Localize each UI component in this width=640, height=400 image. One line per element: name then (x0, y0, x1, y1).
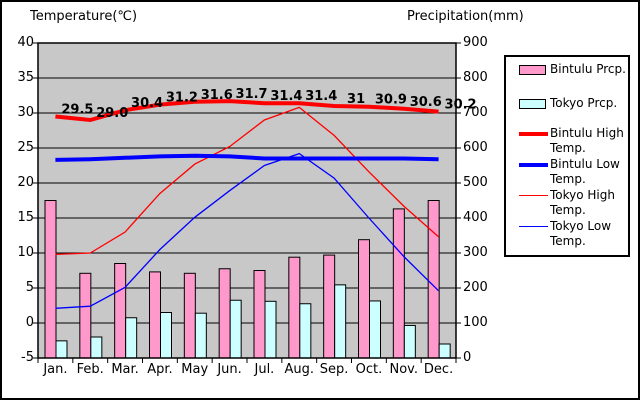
left-axis-tick-label: 35 (17, 70, 34, 85)
legend-swatch-icon (506, 96, 550, 111)
bar-bintulu-prcp- (183, 272, 196, 359)
legend-line-icon (506, 188, 550, 203)
bar-bintulu-prcp- (79, 272, 92, 359)
line-bintulu-low-temp- (55, 153, 439, 162)
data-label: 29.5 (61, 103, 93, 118)
bar-bintulu-prcp- (288, 256, 301, 359)
legend-item: Tokyo High Temp. (506, 188, 626, 218)
legend-line-icon (506, 126, 550, 141)
bar-bintulu-prcp- (253, 270, 266, 359)
legend-line-icon (506, 219, 550, 234)
month-label: Jun. (217, 362, 242, 377)
data-label: 31.2 (166, 91, 198, 106)
data-label: 31 (347, 92, 365, 107)
left-axis-tick-label: 5 (25, 280, 34, 295)
legend-item: Tokyo Low Temp. (506, 219, 626, 249)
bar-tokyo-prcp- (160, 312, 172, 359)
legend-label: Tokyo High Temp. (550, 188, 615, 217)
chart-legend: Bintulu Prcp. Tokyo Prcp. Bintulu High Tem… (504, 55, 630, 257)
bar-bintulu-prcp- (358, 239, 370, 359)
legend-label: Tokyo Prcp. (550, 96, 618, 110)
right-axis-tick-label: 400 (463, 210, 488, 225)
month-label: Jan. (43, 362, 68, 377)
bar-tokyo-prcp- (125, 317, 138, 359)
data-label: 31.4 (305, 89, 337, 104)
bar-tokyo-prcp- (438, 343, 451, 359)
left-axis-tick-label: 0 (25, 315, 34, 330)
month-label: Feb. (76, 362, 104, 377)
left-axis-tick-label: 25 (17, 140, 34, 155)
line-tokyo-low-temp- (55, 152, 440, 309)
right-axis-tick-label: 700 (463, 105, 488, 120)
month-label: Aug. (284, 362, 314, 377)
right-axis-tick-label: 0 (463, 350, 472, 365)
data-label: 29.0 (96, 106, 128, 121)
left-axis-tick-label: 20 (17, 175, 34, 190)
bar-tokyo-prcp- (194, 312, 207, 359)
legend-swatch-icon (506, 62, 550, 77)
right-axis-tick-label: 300 (463, 245, 488, 260)
month-label: Oct. (355, 362, 383, 377)
bar-tokyo-prcp- (334, 284, 347, 359)
right-axis-title: Precipitation(mm) (407, 9, 524, 24)
left-axis-tick-label: -5 (21, 350, 34, 365)
legend-label: Bintulu Prcp. (550, 62, 626, 76)
right-axis-tick-label: 600 (463, 140, 488, 155)
bar-tokyo-prcp- (90, 336, 103, 359)
line-tokyo-high-temp- (55, 106, 440, 256)
month-label: Mar. (111, 362, 139, 377)
legend-label: Bintulu Low Temp. (550, 157, 620, 186)
plot-border (37, 42, 457, 359)
legend-item: Tokyo Prcp. (506, 96, 626, 111)
month-label: Jul. (254, 362, 275, 377)
left-axis-title: Temperature(℃) (30, 9, 138, 24)
plot-background (38, 43, 456, 358)
month-label: Nov. (389, 362, 418, 377)
data-label: 30.6 (410, 95, 442, 110)
bar-tokyo-prcp- (264, 300, 277, 359)
bar-bintulu-prcp- (114, 263, 127, 359)
month-label: May (181, 362, 209, 377)
line-bintulu-high-temp- (55, 99, 439, 123)
data-label: 30.2 (445, 98, 477, 113)
bar-bintulu-prcp- (218, 268, 231, 359)
chart-plot-area: 29.5 29.030.4 31.2 31.6 31.7 31.4 31.4 31 30.9 30… (33, 42, 477, 363)
right-axis-tick-label: 100 (463, 315, 488, 330)
legend-item: Bintulu Prcp. (506, 62, 626, 77)
bar-bintulu-prcp- (44, 200, 57, 359)
bar-bintulu-prcp- (427, 200, 440, 359)
right-axis-tick-label: 200 (463, 280, 488, 295)
legend-label: Tokyo Low Temp. (550, 219, 612, 248)
data-label: 31.6 (201, 88, 233, 103)
month-label: Sep. (319, 362, 349, 377)
data-label: 30.9 (375, 93, 407, 108)
bar-tokyo-prcp- (55, 340, 68, 359)
bar-bintulu-prcp- (323, 254, 336, 359)
right-axis-tick-label: 500 (463, 175, 488, 190)
left-axis-tick-label: 30 (17, 105, 34, 120)
bar-tokyo-prcp- (229, 299, 242, 359)
left-axis-tick-label: 15 (17, 210, 34, 225)
bar-bintulu-prcp- (392, 208, 405, 359)
legend-item: Bintulu High Temp. (506, 126, 626, 156)
right-axis-tick-label: 900 (463, 35, 488, 50)
right-axis-tick-label: 800 (463, 70, 488, 85)
legend-item: Bintulu Low Temp. (506, 157, 626, 187)
data-label: 30.4 (131, 96, 163, 111)
legend-label: Bintulu High Temp. (550, 126, 624, 155)
data-label: 31.4 (270, 89, 302, 104)
bar-bintulu-prcp- (149, 271, 161, 359)
bar-tokyo-prcp- (369, 300, 381, 359)
month-label: Apr. (147, 362, 173, 377)
bar-tokyo-prcp- (403, 324, 416, 359)
left-axis-tick-label: 40 (17, 35, 34, 50)
month-label: Dec. (423, 362, 454, 377)
legend-line-icon (506, 157, 550, 172)
data-label: 31.7 (236, 87, 268, 102)
bar-tokyo-prcp- (299, 303, 312, 359)
left-axis-tick-label: 10 (17, 245, 34, 260)
